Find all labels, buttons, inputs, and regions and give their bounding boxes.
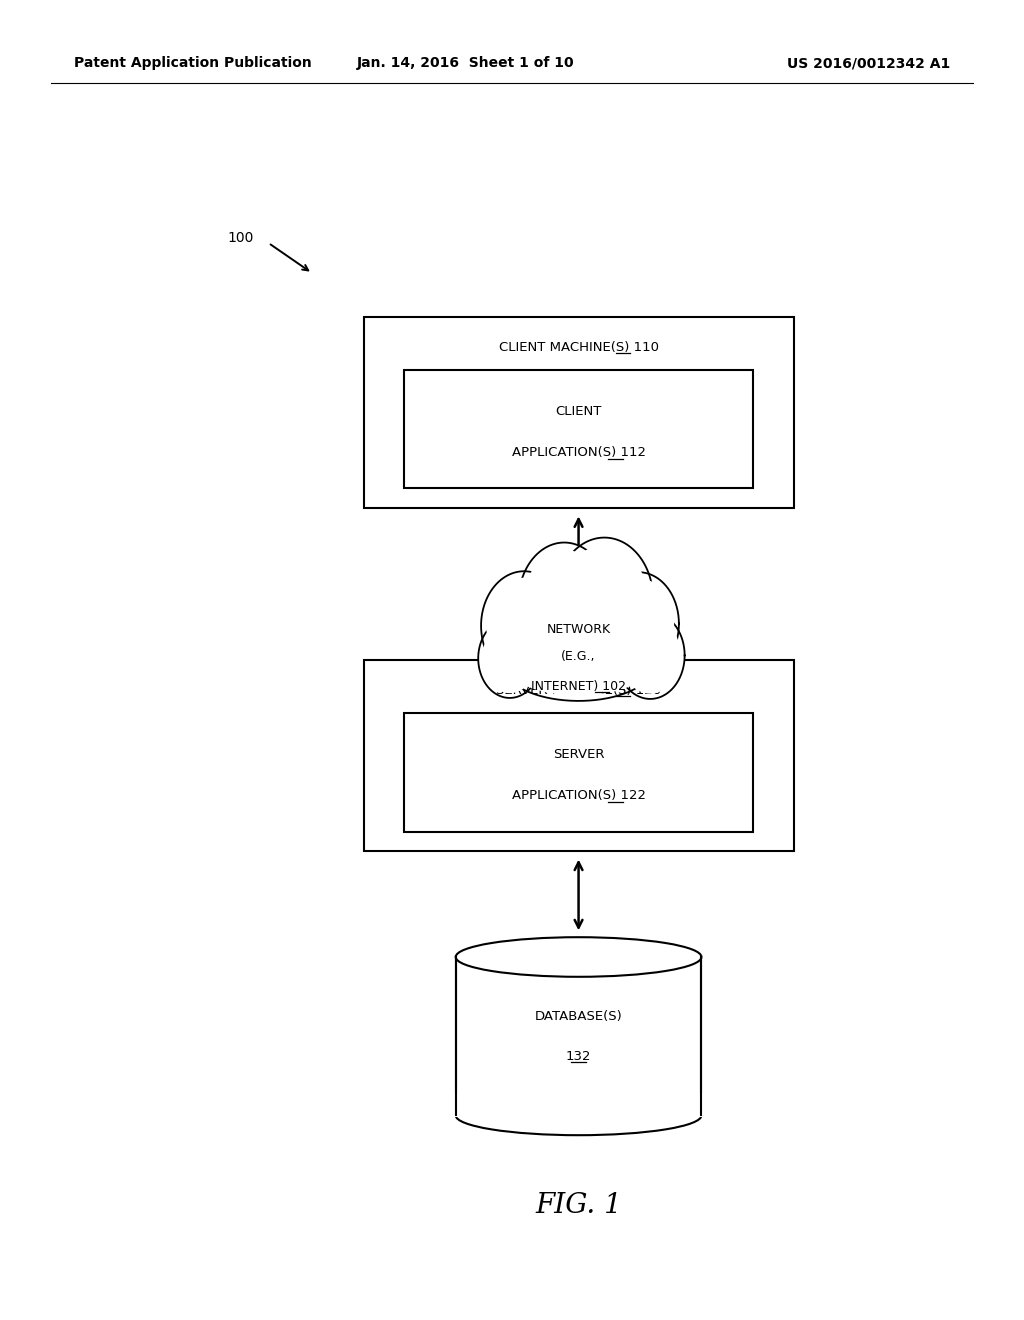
Bar xyxy=(404,713,753,832)
Ellipse shape xyxy=(486,578,562,673)
Bar xyxy=(404,370,753,488)
Text: (E.G.,: (E.G., xyxy=(561,649,596,663)
Bar xyxy=(364,660,794,851)
Ellipse shape xyxy=(482,623,538,693)
Text: CLIENT: CLIENT xyxy=(555,405,602,417)
Text: Jan. 14, 2016  Sheet 1 of 10: Jan. 14, 2016 Sheet 1 of 10 xyxy=(357,57,574,70)
Ellipse shape xyxy=(524,549,604,655)
Ellipse shape xyxy=(620,616,681,694)
Text: 100: 100 xyxy=(227,231,254,244)
Text: APPLICATION(S) 122: APPLICATION(S) 122 xyxy=(512,789,645,803)
Text: US 2016/0012342 A1: US 2016/0012342 A1 xyxy=(787,57,950,70)
Text: CLIENT MACHINE(S) 110: CLIENT MACHINE(S) 110 xyxy=(499,341,658,354)
Text: 132: 132 xyxy=(566,1049,591,1063)
Text: FIG. 1: FIG. 1 xyxy=(536,1192,622,1218)
Ellipse shape xyxy=(615,611,685,698)
Ellipse shape xyxy=(478,619,542,698)
Bar xyxy=(453,1093,705,1117)
Ellipse shape xyxy=(599,573,679,676)
Text: Patent Application Publication: Patent Application Publication xyxy=(74,57,311,70)
Ellipse shape xyxy=(481,572,567,680)
Ellipse shape xyxy=(456,1096,701,1135)
Text: APPLICATION(S) 112: APPLICATION(S) 112 xyxy=(512,446,645,459)
Text: SERVER: SERVER xyxy=(553,748,604,760)
Text: SERVER MACHINE(S) 120: SERVER MACHINE(S) 120 xyxy=(496,684,662,697)
Ellipse shape xyxy=(503,630,653,701)
Text: DATABASE(S): DATABASE(S) xyxy=(535,1010,623,1023)
Text: INTERNET) 102: INTERNET) 102 xyxy=(531,680,626,693)
Ellipse shape xyxy=(507,635,650,696)
Ellipse shape xyxy=(603,578,674,669)
Ellipse shape xyxy=(556,537,653,660)
Bar xyxy=(364,317,794,508)
Text: NETWORK: NETWORK xyxy=(547,623,610,636)
Ellipse shape xyxy=(456,937,701,977)
Ellipse shape xyxy=(561,545,647,653)
Ellipse shape xyxy=(518,543,610,661)
